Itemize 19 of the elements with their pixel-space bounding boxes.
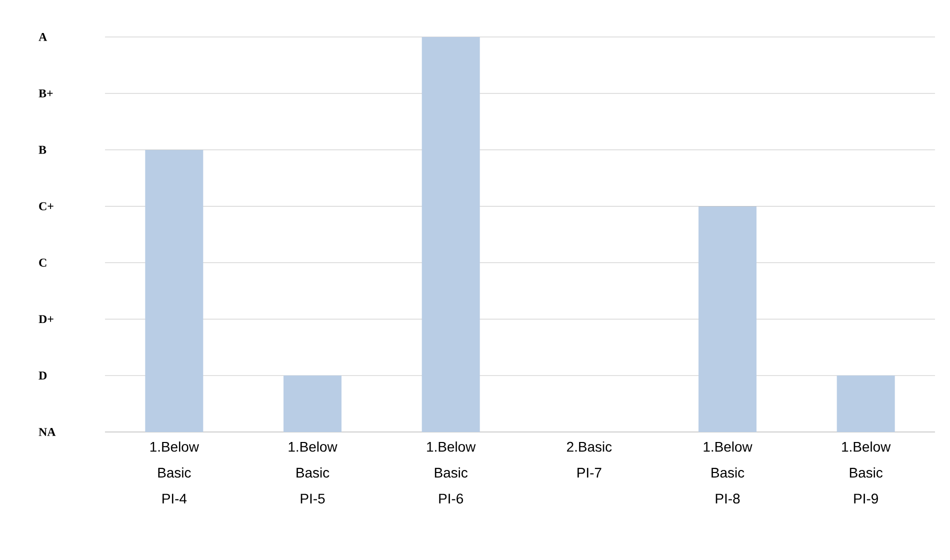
bar <box>284 376 342 432</box>
text: D+ <box>38 315 54 324</box>
text: D <box>38 372 47 380</box>
x-tick-label: 1.Below Basic PI-9 <box>842 442 891 504</box>
bar <box>145 150 204 432</box>
bar <box>698 206 757 432</box>
text: C+ <box>39 202 54 210</box>
x-tick-label: 2.Basic PI-7 <box>567 442 612 478</box>
bar <box>836 376 895 432</box>
x-tick-label: 1.Below Basic PI-8 <box>704 442 752 504</box>
x-tick-label: 1.Below Basic PI-5 <box>288 442 338 504</box>
text: NA <box>38 428 56 436</box>
text: B <box>38 146 46 154</box>
bar <box>422 36 480 432</box>
text: A <box>38 33 48 41</box>
text: C <box>39 258 46 267</box>
x-tick-label: 1.Below Basic PI-6 <box>427 442 476 504</box>
x-tick-label: 1.Below Basic PI-4 <box>150 442 200 504</box>
text: B+ <box>38 89 53 98</box>
